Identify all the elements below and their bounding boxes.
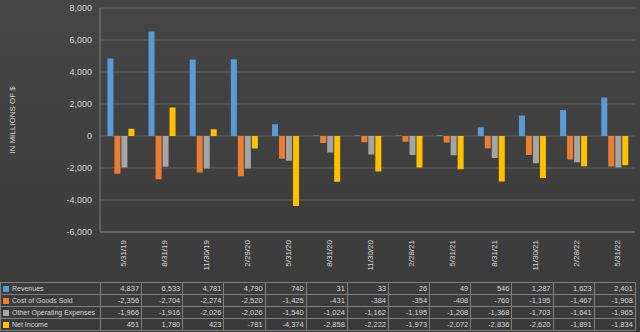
- html-text:546: 546: [496, 284, 510, 293]
- svg-text:2,000: 2,000: [69, 99, 92, 109]
- html-text:-2,704: -2,704: [159, 296, 181, 305]
- html-text:-408: -408: [453, 296, 469, 305]
- html-text:-781: -781: [247, 320, 263, 329]
- svg-text:-4,000: -4,000: [66, 195, 92, 205]
- html-text:-384: -384: [371, 296, 386, 305]
- svg-text:6,000: 6,000: [69, 35, 92, 45]
- html-text:-1,208: -1,208: [447, 308, 469, 317]
- svg-text:11/30/21: 11/30/21: [531, 239, 540, 270]
- html-text:Cost of Goods Sold: Cost of Goods Sold: [12, 297, 73, 304]
- svg-text:2/28/22: 2/28/22: [572, 239, 581, 266]
- html-text:-2,858: -2,858: [323, 320, 345, 329]
- html-text:-1,908: -1,908: [611, 296, 633, 305]
- html-text:1,287: 1,287: [531, 284, 551, 293]
- svg-text:-6,000: -6,000: [66, 227, 92, 237]
- html-text:-2,072: -2,072: [447, 320, 469, 329]
- html-text:-1,641: -1,641: [570, 308, 592, 317]
- html-text:-2,620: -2,620: [529, 320, 551, 329]
- html-text:-1,467: -1,467: [570, 296, 592, 305]
- html-text:740: 740: [291, 284, 304, 293]
- svg-text:8/31/20: 8/31/20: [325, 239, 334, 266]
- html-text:1,780: 1,780: [161, 320, 181, 329]
- html-text:-1,966: -1,966: [117, 308, 140, 317]
- html-text:2,401: 2,401: [614, 284, 633, 293]
- svg-text:8/31/21: 8/31/21: [490, 239, 499, 266]
- svg-text:5/31/22: 5/31/22: [613, 239, 622, 266]
- html-text:451: 451: [126, 320, 140, 329]
- html-text:-2,356: -2,356: [117, 296, 140, 305]
- svg-text:2/28/21: 2/28/21: [407, 239, 416, 266]
- html-text:1,623: 1,623: [572, 284, 592, 293]
- html-text:-1,891: -1,891: [570, 320, 592, 329]
- svg-text:0: 0: [87, 131, 92, 141]
- html-text:-1,195: -1,195: [405, 308, 428, 317]
- html-text:-1,162: -1,162: [364, 308, 386, 317]
- svg-text:4,000: 4,000: [69, 67, 92, 77]
- svg-text:5/31/21: 5/31/21: [448, 239, 457, 266]
- html-text:-1,703: -1,703: [529, 308, 551, 317]
- html-text:33: 33: [377, 284, 386, 293]
- html-text:-2,520: -2,520: [241, 296, 263, 305]
- html-text:6,533: 6,533: [161, 284, 181, 293]
- html-text:-1,425: -1,425: [282, 296, 304, 305]
- html-text:Net Income: Net Income: [12, 321, 48, 328]
- html-text:-1,024: -1,024: [323, 308, 345, 317]
- html-text:26: 26: [418, 284, 428, 293]
- svg-text:2/29/20: 2/29/20: [243, 239, 252, 266]
- html-text:-2,836: -2,836: [488, 320, 510, 329]
- html-text:-2,026: -2,026: [200, 308, 222, 317]
- html-text:-2,222: -2,222: [364, 320, 386, 329]
- svg-text:5/31/20: 5/31/20: [284, 239, 293, 266]
- html-text:4,837: 4,837: [120, 284, 140, 293]
- svg-text:11/30/19: 11/30/19: [202, 239, 211, 270]
- html-text:-354: -354: [412, 296, 428, 305]
- html-text:-1,368: -1,368: [488, 308, 510, 317]
- html-text:-4,374: -4,374: [282, 320, 304, 329]
- html-text:Revenues: Revenues: [12, 285, 44, 292]
- html-text:49: 49: [459, 284, 469, 293]
- html-text:Other Operating Expenses: Other Operating Expenses: [12, 309, 95, 316]
- html-text:-1,916: -1,916: [159, 308, 181, 317]
- svg-text:IN MILLIONS OF $: IN MILLIONS OF $: [8, 86, 17, 154]
- svg-text:-2,000: -2,000: [66, 163, 92, 173]
- html-text:-431: -431: [329, 296, 345, 305]
- html-text:-1,973: -1,973: [405, 320, 428, 329]
- html-text:-760: -760: [494, 296, 510, 305]
- html-text:-1,965: -1,965: [611, 308, 633, 317]
- svg-text:8/31/19: 8/31/19: [160, 239, 169, 266]
- html-text:423: 423: [208, 320, 222, 329]
- html-text:-1,195: -1,195: [529, 296, 551, 305]
- html-text:4,781: 4,781: [202, 284, 222, 293]
- svg-text:8,000: 8,000: [69, 3, 92, 13]
- svg-text:11/30/20: 11/30/20: [366, 239, 375, 270]
- html-text:-1,834: -1,834: [611, 320, 633, 329]
- html-text:-2,274: -2,274: [200, 296, 222, 305]
- html-text:4,790: 4,790: [243, 284, 263, 293]
- html-text:-1,540: -1,540: [282, 308, 304, 317]
- html-text:-2,026: -2,026: [241, 308, 263, 317]
- html-text:31: 31: [336, 284, 345, 293]
- svg-text:5/31/19: 5/31/19: [119, 239, 128, 266]
